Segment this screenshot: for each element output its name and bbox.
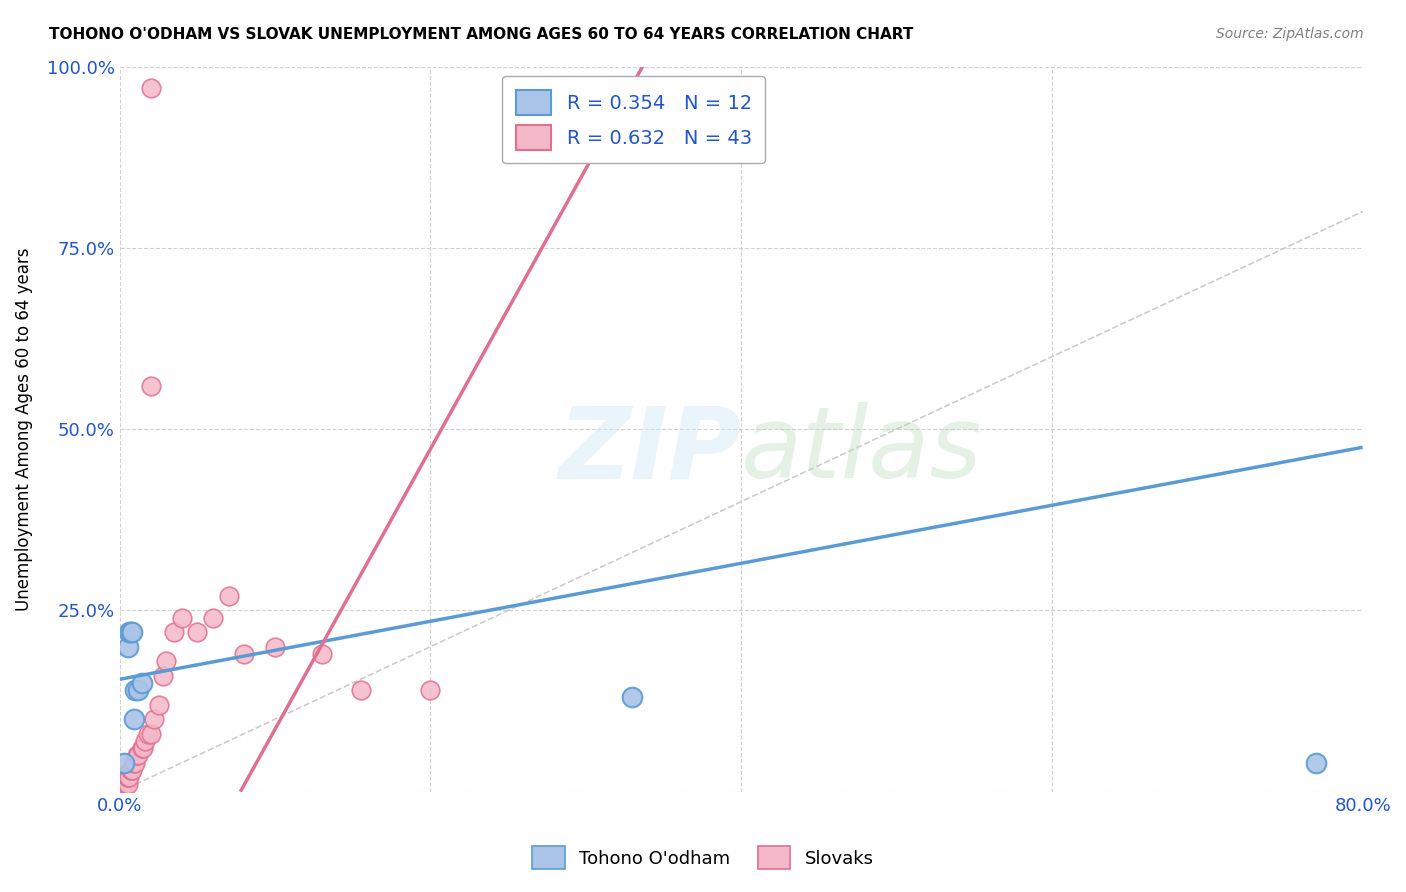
- Point: [118, 625, 141, 640]
- Point: [125, 748, 148, 763]
- Point: [127, 683, 149, 698]
- Point: [120, 763, 142, 777]
- Point: [110, 777, 132, 791]
- Point: [112, 770, 135, 784]
- Point: [233, 647, 256, 661]
- Point: [139, 378, 162, 392]
- Point: [121, 625, 143, 640]
- Point: [121, 763, 143, 777]
- Point: [139, 81, 162, 95]
- Point: [170, 610, 193, 624]
- Text: TOHONO O'ODHAM VS SLOVAK UNEMPLOYMENT AMONG AGES 60 TO 64 YEARS CORRELATION CHAR: TOHONO O'ODHAM VS SLOVAK UNEMPLOYMENT AM…: [49, 27, 914, 42]
- Point: [115, 777, 138, 791]
- Point: [112, 770, 135, 784]
- Y-axis label: Unemployment Among Ages 60 to 64 years: Unemployment Among Ages 60 to 64 years: [15, 247, 32, 611]
- Point: [155, 654, 177, 668]
- Point: [142, 712, 165, 726]
- Point: [136, 727, 159, 741]
- Point: [112, 756, 135, 770]
- Point: [349, 683, 371, 698]
- Point: [134, 734, 156, 748]
- Point: [621, 690, 644, 705]
- Point: [118, 770, 141, 784]
- Legend: Tohono O'odham, Slovaks: Tohono O'odham, Slovaks: [523, 838, 883, 879]
- Point: [120, 763, 142, 777]
- Point: [117, 777, 139, 791]
- Point: [117, 770, 139, 784]
- Point: [131, 676, 153, 690]
- Point: [139, 727, 162, 741]
- Point: [131, 741, 153, 756]
- Text: atlas: atlas: [741, 402, 983, 500]
- Point: [122, 712, 145, 726]
- Point: [120, 625, 142, 640]
- Point: [163, 625, 186, 640]
- Point: [124, 683, 146, 698]
- Point: [419, 683, 441, 698]
- Point: [1305, 756, 1327, 770]
- Point: [152, 668, 174, 682]
- Point: [111, 770, 134, 784]
- Point: [218, 589, 240, 603]
- Point: [264, 640, 287, 654]
- Point: [201, 610, 224, 624]
- Legend: R = 0.354   N = 12, R = 0.632   N = 43: R = 0.354 N = 12, R = 0.632 N = 43: [502, 77, 765, 163]
- Point: [122, 756, 145, 770]
- Text: Source: ZipAtlas.com: Source: ZipAtlas.com: [1216, 27, 1364, 41]
- Point: [311, 647, 333, 661]
- Point: [111, 777, 134, 791]
- Text: ZIP: ZIP: [558, 402, 741, 500]
- Point: [115, 770, 138, 784]
- Point: [117, 640, 139, 654]
- Point: [132, 741, 155, 756]
- Point: [148, 698, 170, 712]
- Point: [124, 756, 146, 770]
- Point: [112, 777, 135, 791]
- Point: [111, 777, 134, 791]
- Point: [186, 625, 208, 640]
- Point: [110, 777, 132, 791]
- Point: [110, 770, 132, 784]
- Point: [127, 748, 149, 763]
- Point: [117, 770, 139, 784]
